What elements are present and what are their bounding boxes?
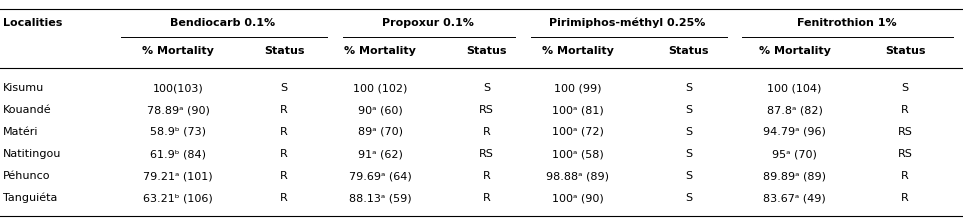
Text: 79.21ᵃ (101): 79.21ᵃ (101) [143,171,213,181]
Text: 100ᵃ (90): 100ᵃ (90) [552,193,604,203]
Text: R: R [482,127,490,137]
Text: Propoxur 0.1%: Propoxur 0.1% [381,18,474,28]
Text: 88.13ᵃ (59): 88.13ᵃ (59) [349,193,412,203]
Text: Status: Status [668,46,709,56]
Text: 89.89ᵃ (89): 89.89ᵃ (89) [763,171,826,181]
Text: S: S [901,83,909,93]
Text: RS: RS [898,127,913,137]
Text: Kisumu: Kisumu [3,83,44,93]
Text: R: R [901,171,909,181]
Text: RS: RS [898,149,913,159]
Text: 79.69ᵃ (64): 79.69ᵃ (64) [349,171,412,181]
Text: Status: Status [885,46,925,56]
Text: 87.8ᵃ (82): 87.8ᵃ (82) [767,105,822,115]
Text: R: R [901,193,909,203]
Text: 63.21ᵇ (106): 63.21ᵇ (106) [143,193,213,203]
Text: Status: Status [466,46,507,56]
Text: 100ᵃ (58): 100ᵃ (58) [552,149,604,159]
Text: Localities: Localities [3,18,63,28]
Text: Kouandé: Kouandé [3,105,51,115]
Text: 91ᵃ (62): 91ᵃ (62) [358,149,403,159]
Text: S: S [685,149,692,159]
Text: Pirimiphos-méthyl 0.25%: Pirimiphos-méthyl 0.25% [549,18,706,28]
Text: 83.67ᵃ (49): 83.67ᵃ (49) [763,193,826,203]
Text: % Mortality: % Mortality [759,46,830,56]
Text: Péhunco: Péhunco [3,171,50,181]
Text: % Mortality: % Mortality [345,46,416,56]
Text: S: S [685,193,692,203]
Text: R: R [901,105,909,115]
Text: % Mortality: % Mortality [143,46,214,56]
Text: 100(103): 100(103) [153,83,203,93]
Text: 90ᵃ (60): 90ᵃ (60) [358,105,403,115]
Text: R: R [482,171,490,181]
Text: R: R [280,149,288,159]
Text: 100 (102): 100 (102) [353,83,407,93]
Text: 98.88ᵃ (89): 98.88ᵃ (89) [546,171,610,181]
Text: 61.9ᵇ (84): 61.9ᵇ (84) [150,149,206,159]
Text: Tanguiéta: Tanguiéta [3,193,57,203]
Text: S: S [685,105,692,115]
Text: 94.79ᵃ (96): 94.79ᵃ (96) [763,127,826,137]
Text: 78.89ᵃ (90): 78.89ᵃ (90) [146,105,210,115]
Text: S: S [280,83,288,93]
Text: Fenitrothion 1%: Fenitrothion 1% [796,18,897,28]
Text: R: R [280,171,288,181]
Text: S: S [685,127,692,137]
Text: RS: RS [479,105,494,115]
Text: 100ᵃ (72): 100ᵃ (72) [552,127,604,137]
Text: R: R [280,193,288,203]
Text: R: R [280,105,288,115]
Text: Bendiocarb 0.1%: Bendiocarb 0.1% [170,18,275,28]
Text: 58.9ᵇ (73): 58.9ᵇ (73) [150,127,206,137]
Text: S: S [685,83,692,93]
Text: % Mortality: % Mortality [542,46,613,56]
Text: 100 (104): 100 (104) [768,83,821,93]
Text: 100ᵃ (81): 100ᵃ (81) [552,105,604,115]
Text: RS: RS [479,149,494,159]
Text: Status: Status [264,46,304,56]
Text: Matéri: Matéri [3,127,39,137]
Text: R: R [280,127,288,137]
Text: R: R [482,193,490,203]
Text: 95ᵃ (70): 95ᵃ (70) [772,149,817,159]
Text: S: S [685,171,692,181]
Text: Natitingou: Natitingou [3,149,62,159]
Text: 89ᵃ (70): 89ᵃ (70) [358,127,403,137]
Text: 100 (99): 100 (99) [554,83,602,93]
Text: S: S [482,83,490,93]
